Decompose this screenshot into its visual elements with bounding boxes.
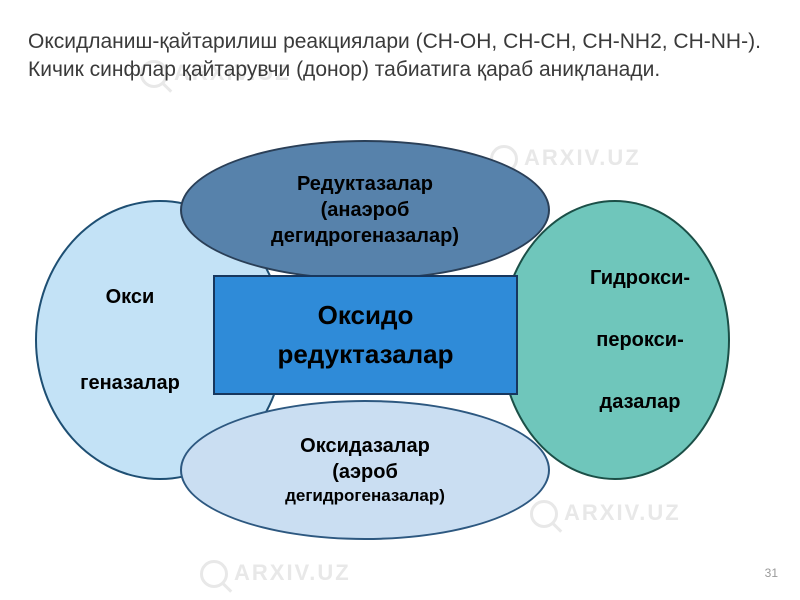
- diagram-container: Окси геназалар Гидрокси- перокси- дазала…: [0, 150, 800, 550]
- bottom-ellipse-oxidases: Оксидазалар (аэроб дегидрогеназалар): [180, 400, 550, 540]
- header-paragraph: Оксидланиш-қайтарилиш реакциялари (CH-OH…: [28, 28, 772, 85]
- top-ellipse-line1: Редуктазалар: [297, 171, 433, 197]
- bottom-ellipse-line3: дегидрогеназалар): [285, 485, 445, 507]
- right-ellipse-line1: Гидрокси-: [590, 265, 690, 291]
- watermark: ARXIV.UZ: [200, 560, 351, 588]
- top-ellipse-reductases: Редуктазалар (анаэроб дегидрогеназалар): [180, 140, 550, 280]
- left-ellipse-line1: Окси: [106, 284, 155, 310]
- page-number: 31: [765, 564, 778, 582]
- top-ellipse-line2: (анаэроб: [321, 197, 410, 223]
- center-rect-oxidoreductases: Оксидо редуктазалар: [213, 275, 518, 395]
- bottom-ellipse-line2: (аэроб: [332, 459, 398, 485]
- bottom-ellipse-line1: Оксидазалар: [300, 433, 430, 459]
- top-ellipse-line3: дегидрогеназалар): [271, 223, 459, 249]
- center-rect-line1: Оксидо: [318, 296, 414, 335]
- right-ellipse-line3: дазалар: [600, 389, 681, 415]
- right-ellipse-line2: перокси-: [596, 327, 683, 353]
- left-ellipse-line2: геназалар: [80, 370, 180, 396]
- center-rect-line2: редуктазалар: [277, 335, 453, 374]
- right-ellipse-hydroxyperoxidases: Гидрокси- перокси- дазалар: [500, 200, 730, 480]
